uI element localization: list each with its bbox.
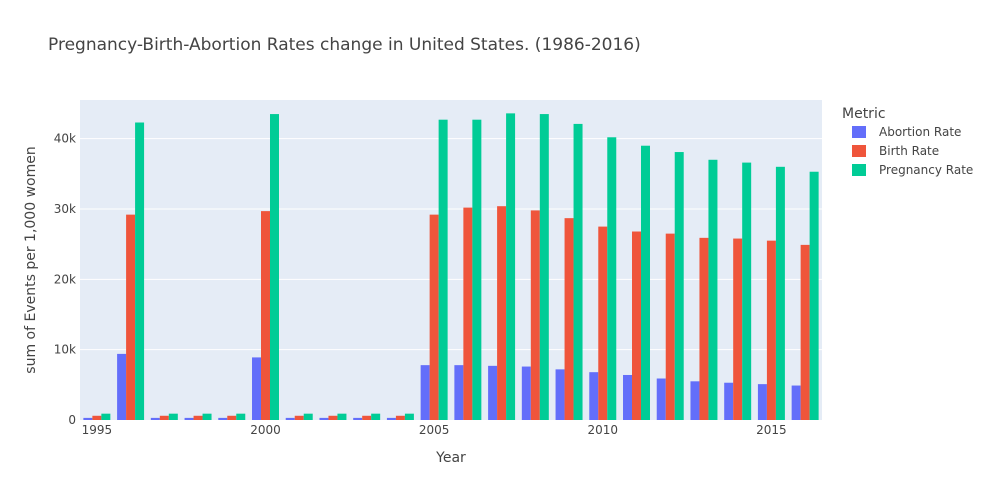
y-axis-ticks: 0 10k 20k 30k 40k <box>54 132 76 427</box>
bars <box>83 113 819 421</box>
bar <box>708 159 718 420</box>
legend-item-label: Birth Rate <box>879 144 939 158</box>
bar <box>117 353 127 420</box>
bar <box>640 145 650 420</box>
plot-area <box>80 100 822 420</box>
bar <box>252 357 262 420</box>
bar <box>690 381 700 420</box>
bar <box>159 415 169 420</box>
bar <box>589 372 599 420</box>
bar <box>757 384 767 420</box>
bar <box>362 415 372 420</box>
legend-item-label: Pregnancy Rate <box>879 163 973 177</box>
bar <box>395 415 405 420</box>
bar <box>92 415 102 420</box>
bar <box>800 244 810 420</box>
bar <box>126 214 136 420</box>
bar <box>135 122 145 420</box>
y-axis-title: sum of Events per 1,000 women <box>23 146 39 373</box>
bar <box>236 413 246 420</box>
bar <box>285 417 295 420</box>
bar <box>809 171 819 420</box>
y-gridlines <box>80 138 822 351</box>
y-tick-label: 0 <box>68 413 76 427</box>
bar <box>420 365 430 420</box>
bar <box>328 415 338 420</box>
bar <box>656 378 666 420</box>
legend: Metric Abortion Rate Birth Rate Pregnancy … <box>842 106 973 177</box>
bar <box>539 114 549 421</box>
bar <box>101 413 111 420</box>
bar <box>497 206 507 420</box>
bar <box>573 123 583 421</box>
x-tick-label: 2015 <box>756 423 787 437</box>
x-tick-label: 2000 <box>250 423 281 437</box>
bar <box>463 207 473 420</box>
bar <box>404 413 414 420</box>
bar <box>521 366 531 420</box>
bar <box>598 226 608 420</box>
bar <box>218 417 228 420</box>
bar <box>564 218 574 420</box>
bar <box>269 114 279 421</box>
bar <box>674 152 684 421</box>
bar <box>766 240 776 420</box>
bar <box>150 417 160 420</box>
bar <box>227 415 237 420</box>
bar <box>319 417 329 420</box>
y-tick-label: 30k <box>54 202 76 216</box>
bar <box>303 413 313 420</box>
bar <box>724 382 734 420</box>
bar <box>791 385 801 420</box>
legend-swatch <box>852 126 866 138</box>
y-tick-label: 40k <box>54 132 76 146</box>
bar <box>386 417 396 420</box>
bar <box>665 233 675 420</box>
y-tick-label: 10k <box>54 343 76 357</box>
bar <box>337 413 347 420</box>
bar <box>438 119 448 420</box>
bar <box>429 214 439 420</box>
bar <box>184 417 194 420</box>
bar <box>472 119 482 420</box>
bar <box>168 413 178 420</box>
bar <box>555 369 565 420</box>
bar <box>742 162 752 421</box>
x-tick-label: 2005 <box>419 423 450 437</box>
bar <box>775 166 785 420</box>
bar <box>530 210 540 420</box>
bar <box>371 413 381 420</box>
bar <box>488 365 498 420</box>
bar <box>202 413 212 420</box>
bar <box>83 417 93 420</box>
legend-item-label: Abortion Rate <box>879 125 961 139</box>
bar <box>294 415 304 420</box>
bar <box>193 415 203 420</box>
bar <box>454 365 464 420</box>
bar <box>261 211 270 420</box>
bar <box>699 237 709 420</box>
x-axis-ticks: 1995 2000 2005 2010 2015 <box>82 423 787 437</box>
x-axis-title: Year <box>435 450 466 466</box>
legend-title: Metric <box>842 106 886 122</box>
chart-title: Pregnancy-Birth-Abortion Rates change in… <box>48 35 641 55</box>
bar <box>353 417 363 420</box>
bar <box>607 137 617 420</box>
y-tick-label: 20k <box>54 272 76 286</box>
bar <box>733 238 743 420</box>
legend-swatch <box>852 145 866 157</box>
bar <box>632 231 641 420</box>
bar <box>623 374 633 420</box>
x-tick-label: 1995 <box>82 423 113 437</box>
x-tick-label: 2010 <box>587 423 618 437</box>
legend-swatch <box>852 164 866 176</box>
bar <box>506 113 516 420</box>
